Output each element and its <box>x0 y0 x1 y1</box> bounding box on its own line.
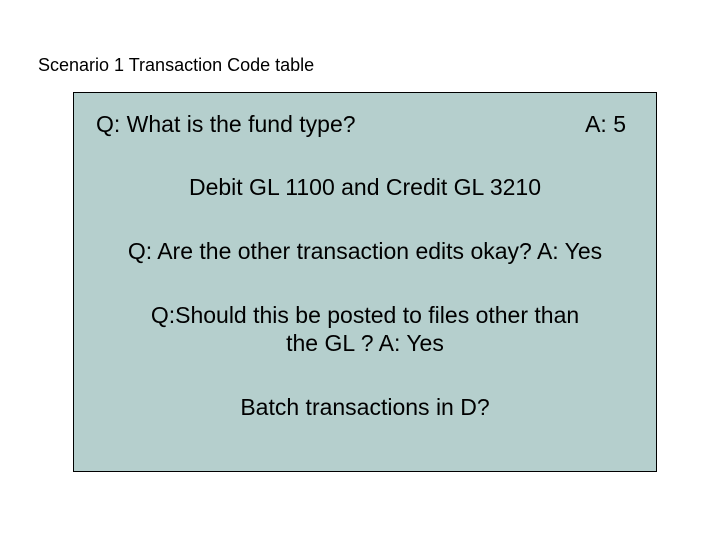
answer-1: A: 5 <box>585 111 626 138</box>
line-debit-credit: Debit GL 1100 and Credit GL 3210 <box>82 173 648 202</box>
qa-row-1: Q: What is the fund type? A: 5 <box>82 111 648 138</box>
qa-row-2: Q: Are the other transaction edits okay?… <box>82 237 648 266</box>
slide-title: Scenario 1 Transaction Code table <box>38 55 314 76</box>
question-1: Q: What is the fund type? <box>96 111 356 138</box>
line-batch: Batch transactions in D? <box>82 393 648 422</box>
qa-row-3-line1: Q:Should this be posted to files other t… <box>82 301 648 330</box>
qa-row-3: Q:Should this be posted to files other t… <box>82 301 648 359</box>
content-box: Q: What is the fund type? A: 5 Debit GL … <box>73 92 657 472</box>
qa-row-3-line2: the GL ? A: Yes <box>82 329 648 358</box>
